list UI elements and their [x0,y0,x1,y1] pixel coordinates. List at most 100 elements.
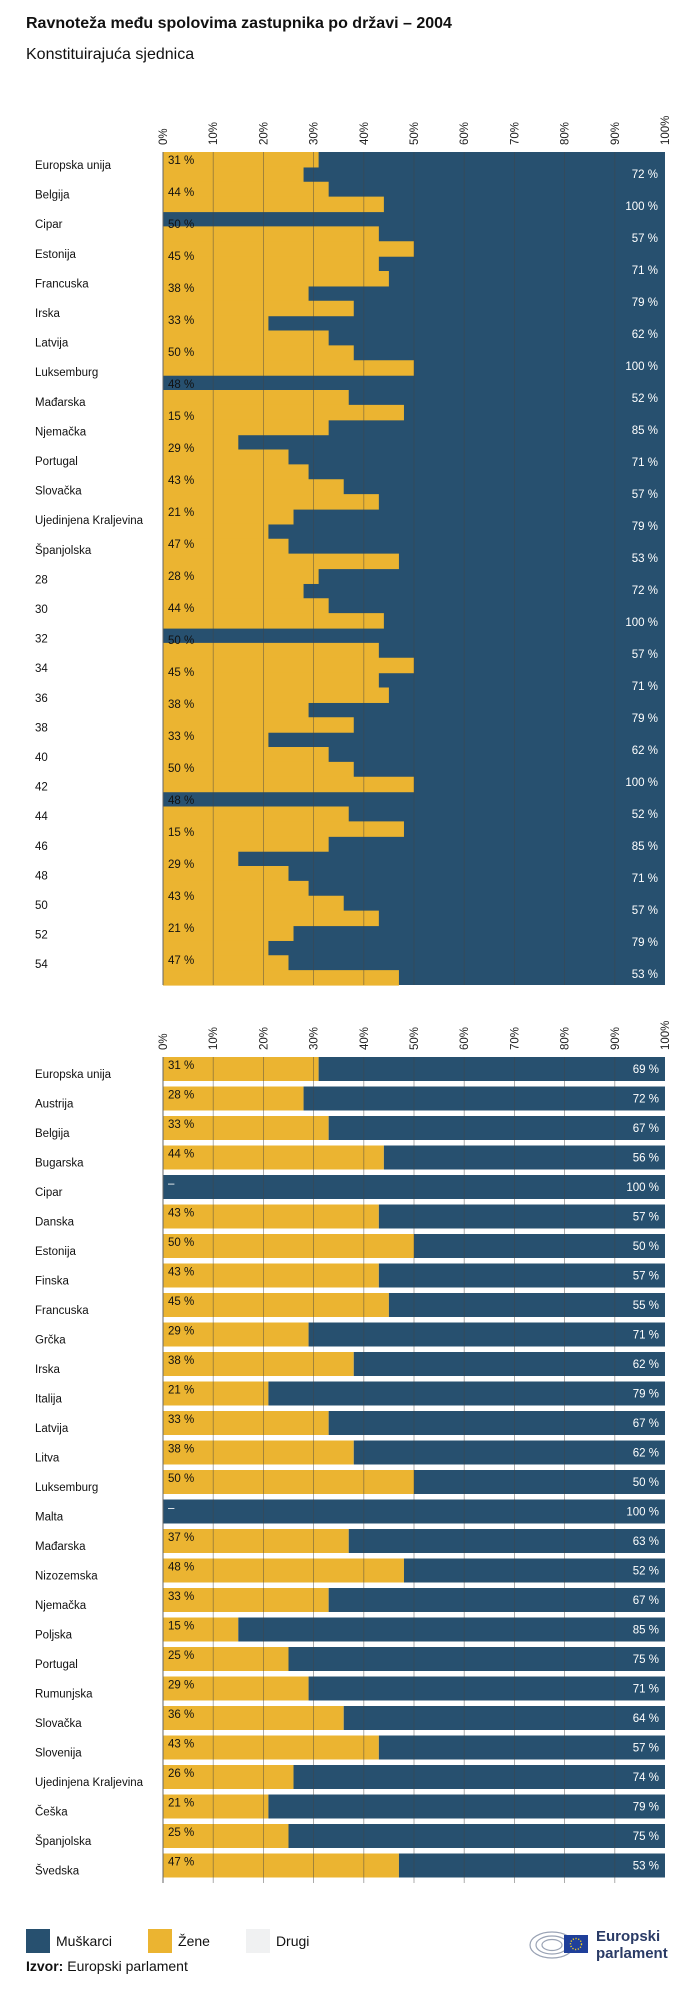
chart2-tick-label: 20% [258,1027,270,1050]
chart1-women-label: 33 % [168,731,194,743]
chart2-men-bar [378,1735,665,1760]
chart2-category-label: Austrija [35,1099,74,1111]
chart2-men-label: 67 % [633,1123,659,1135]
chart1-men-label: 53 % [632,553,658,565]
chart1-category-label: Portugal [35,456,78,468]
chart1-women-bar [163,598,329,614]
chart2-women-label: 28 % [168,1090,194,1102]
chart1-category-label: 44 [35,811,48,823]
chart1-women-bar [163,866,289,882]
chart2-men-bar [238,1617,666,1642]
chart1-women-label: 50 % [168,219,194,231]
chart2-men-label: 56 % [633,1153,659,1165]
chart1-women-bar [163,538,289,555]
chart2-category-label: Irska [35,1364,61,1376]
chart2-women-bar [163,1470,414,1494]
chart1-women-bar [163,880,309,897]
chart2-category-label: Cipar [35,1187,63,1199]
chart2-tick-label: 70% [509,1027,521,1050]
chart2-tick-label: 40% [359,1027,371,1050]
chart1-tick-label: 100% [660,116,672,145]
chart2-category-label: Španjolska [35,1835,92,1848]
chart1-women-bar [163,152,319,168]
chart1-men-label: 53 % [632,969,658,981]
chart1-category-label: 48 [35,870,48,882]
chart2-category-label: Slovenija [35,1748,82,1760]
chart1-women-bar [163,970,399,986]
chart1-category-label: Slovačka [35,486,82,498]
chart2-men-bar [414,1234,665,1258]
legend-swatch-women [148,1929,173,1953]
chart2-men-bar [328,1411,665,1435]
chart2-category-label: Danska [35,1217,75,1229]
chart2-women-label: 31 % [168,1060,194,1072]
chart1-women-label: 47 % [168,539,194,551]
chart1-category-label: 50 [35,900,48,912]
chart1-men-label: 85 % [632,425,658,437]
chart2-category-label: Njemačka [35,1600,87,1612]
chart1-women-bar [163,553,399,570]
chart2-tick-label: 50% [409,1027,421,1050]
ep-emblem-icon [528,1925,590,1965]
legend-item-women: Žene [148,1929,210,1953]
chart2-tick-label: 60% [459,1027,471,1050]
chart2-men-label: 63 % [633,1536,659,1548]
chart2-women-label: 29 % [168,1680,194,1692]
chart1-category-label: Latvija [35,338,69,350]
chart1-women-bar [163,390,349,406]
chart1-women-bar [163,732,269,748]
chart2-women-label: 43 % [168,1739,194,1751]
chart2-women-label: – [168,1503,175,1515]
chart2-category-label: Slovačka [35,1718,82,1730]
legend-label-women: Žene [178,1933,210,1949]
source-note: Izvor: Europski parlament [26,1958,188,1974]
chart2-men-bar [353,1440,665,1465]
chart2-men-label: 50 % [633,1241,659,1253]
chart2-women-bar [163,1647,289,1671]
ep-logo-text: Europski parlament [596,1928,668,1962]
chart1-category-label: Mađarska [35,397,86,409]
chart2-women-bar [163,1086,304,1111]
chart2-men-label: 100 % [626,1182,659,1194]
chart1-women-label: 48 % [168,795,194,807]
chart2-men-label: 69 % [633,1064,659,1076]
chart2-women-bar [163,1234,414,1258]
chart1-men-label: 57 % [632,905,658,917]
chart2-men-label: 55 % [633,1300,659,1312]
chart1-tick-label: 70% [509,122,521,145]
chart1-category-label: 52 [35,930,48,942]
chart2-women-label: 47 % [168,1857,194,1869]
chart1-women-label: 28 % [168,571,194,583]
chart1-men-label: 79 % [632,521,658,533]
chart1-women-bar [163,509,294,525]
chart2-women-bar [163,1322,309,1347]
chart2-men-bar [403,1558,665,1583]
chart1-women-label: 43 % [168,891,194,903]
chart1-category-label: 28 [35,574,48,586]
chart2-tick-label: 90% [610,1027,622,1050]
chart2-women-label: 21 % [168,1385,194,1397]
chart2-women-label: 37 % [168,1532,194,1544]
chart1-women-bar [163,657,414,674]
chart1-men-label: 79 % [632,713,658,725]
chart2-women-label: 21 % [168,1798,194,1810]
chart1-category-label: 46 [35,841,48,853]
chart1-women-label: 15 % [168,411,194,423]
chart1-category-label: Španjolska [35,544,92,557]
chart2-category-label: Švedska [35,1865,80,1878]
chart2-women-label: 36 % [168,1709,194,1721]
chart1-category-label: 34 [35,663,48,675]
chart1-women-label: 43 % [168,475,194,487]
chart2-men-label: 57 % [633,1743,659,1755]
chart1-women-bar [163,479,344,495]
chart2-category-label: Italija [35,1394,62,1406]
chart1-category-label: Irska [35,308,61,320]
chart1-category-label: 40 [35,752,48,764]
chart2-women-label: 25 % [168,1650,194,1662]
legend-item-men: Muškarci [26,1929,112,1953]
chart1-women-bar [163,285,309,302]
chart1-category-label: Luksemburg [35,367,98,379]
chart1-men-label: 72 % [632,169,658,181]
chart2-category-label: Estonija [35,1246,77,1258]
chart1-men-label: 57 % [632,489,658,501]
